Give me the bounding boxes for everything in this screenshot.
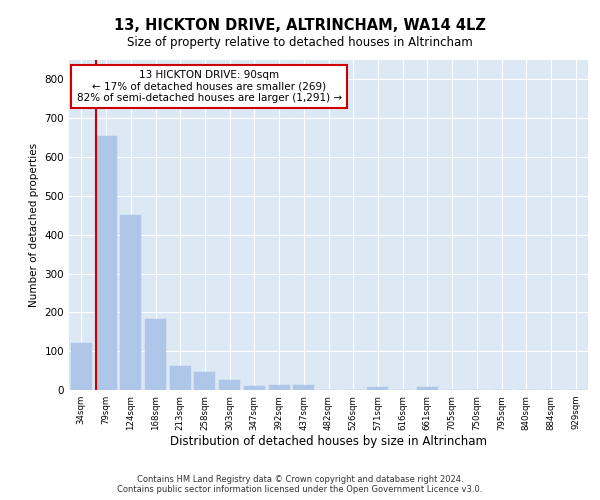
Bar	[194, 372, 215, 390]
Text: 13, HICKTON DRIVE, ALTRINCHAM, WA14 4LZ: 13, HICKTON DRIVE, ALTRINCHAM, WA14 4LZ	[114, 18, 486, 32]
Bar	[71, 344, 92, 390]
Bar	[219, 380, 240, 390]
Bar	[293, 385, 314, 390]
Text: Contains HM Land Registry data © Crown copyright and database right 2024.
Contai: Contains HM Land Registry data © Crown c…	[118, 474, 482, 494]
Text: Size of property relative to detached houses in Altrincham: Size of property relative to detached ho…	[127, 36, 473, 49]
Bar	[367, 387, 388, 390]
Bar	[244, 386, 265, 390]
Bar	[145, 319, 166, 390]
Y-axis label: Number of detached properties: Number of detached properties	[29, 143, 39, 307]
Bar	[120, 216, 141, 390]
Bar	[95, 136, 116, 390]
Bar	[269, 385, 290, 390]
Bar	[170, 366, 191, 390]
Bar	[417, 387, 438, 390]
X-axis label: Distribution of detached houses by size in Altrincham: Distribution of detached houses by size …	[170, 436, 487, 448]
Text: 13 HICKTON DRIVE: 90sqm
← 17% of detached houses are smaller (269)
82% of semi-d: 13 HICKTON DRIVE: 90sqm ← 17% of detache…	[77, 70, 341, 103]
